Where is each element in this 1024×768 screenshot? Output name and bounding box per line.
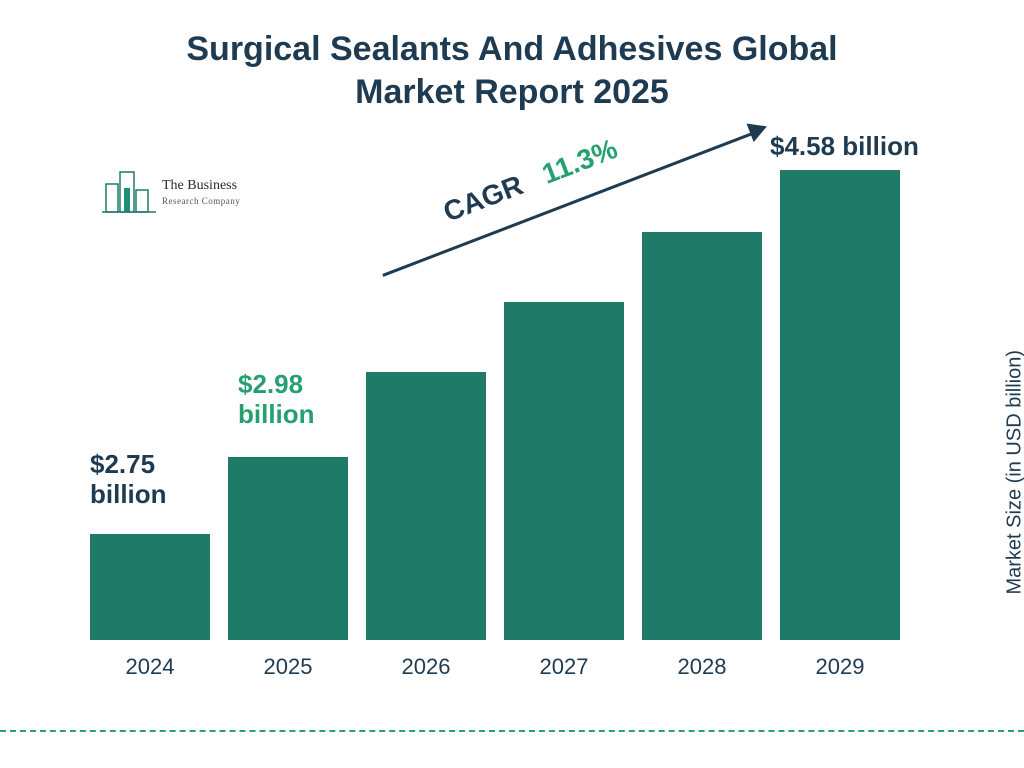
- bar: [780, 170, 900, 640]
- callout-2024-value: $2.75: [90, 450, 167, 480]
- chart-title: Surgical Sealants And Adhesives Global M…: [0, 28, 1024, 113]
- callout-2025-unit: billion: [238, 400, 315, 430]
- y-axis-label: Market Size (in USD billion): [1004, 350, 1024, 595]
- cagr-label: CAGR 11.3%: [439, 133, 622, 229]
- bar: [366, 372, 486, 640]
- x-tick-label: 2028: [642, 654, 762, 680]
- callout-2024: $2.75 billion: [90, 450, 167, 510]
- bar-slot: [90, 534, 210, 640]
- x-axis-labels: 2024 2025 2026 2027 2028 2029: [80, 654, 910, 680]
- bar: [642, 232, 762, 640]
- callout-2029: $4.58 billion: [770, 132, 919, 162]
- bar: [504, 302, 624, 640]
- bar: [228, 457, 348, 640]
- callout-2025-value: $2.98: [238, 370, 315, 400]
- callout-2024-unit: billion: [90, 480, 167, 510]
- x-tick-label: 2024: [90, 654, 210, 680]
- x-tick-label: 2025: [228, 654, 348, 680]
- x-tick-label: 2026: [366, 654, 486, 680]
- callout-2029-text: $4.58 billion: [770, 131, 919, 161]
- arrow-head-icon: [747, 117, 771, 142]
- bar-slot: [228, 457, 348, 640]
- x-tick-label: 2029: [780, 654, 900, 680]
- cagr-value: 11.3%: [538, 133, 622, 190]
- cagr-word: CAGR: [439, 169, 527, 227]
- bar: [90, 534, 210, 640]
- bar-slot: [780, 170, 900, 640]
- chart-title-line1: Surgical Sealants And Adhesives Global: [0, 28, 1024, 71]
- bar-slot: [642, 232, 762, 640]
- bar-slot: [504, 302, 624, 640]
- chart-title-line2: Market Report 2025: [0, 71, 1024, 114]
- bottom-dashed-divider: [0, 730, 1024, 732]
- bar-slot: [366, 372, 486, 640]
- x-tick-label: 2027: [504, 654, 624, 680]
- callout-2025: $2.98 billion: [238, 370, 315, 430]
